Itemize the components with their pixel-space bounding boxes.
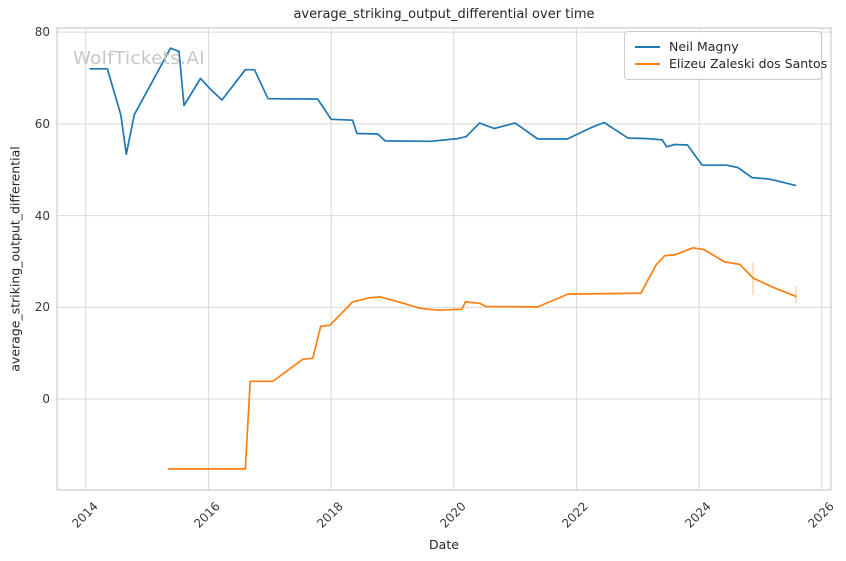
y-tick-label: 40 [34,208,50,223]
x-axis-label: Date [429,537,459,552]
series-line-1 [167,246,797,470]
legend-line-swatch-blue [635,45,660,48]
series-line-0 [89,47,797,187]
legend-line-swatch-orange [635,62,660,65]
y-tick-label: 0 [42,392,50,407]
legend-item-elizeu-zaleski: Elizeu Zaleski dos Santos [635,55,827,72]
legend: Neil Magny Elizeu Zaleski dos Santos [624,31,827,80]
legend-label: Neil Magny [669,39,739,54]
y-tick-label: 20 [34,300,50,315]
y-tick-label: 60 [34,116,50,131]
legend-item-neil-magny: Neil Magny [635,38,813,55]
y-axis-label: average_striking_output_differential [7,146,23,372]
watermark-text: WolfTickets.AI [73,48,206,69]
y-tick-label: 80 [34,25,50,40]
legend-label: Elizeu Zaleski dos Santos [669,56,828,71]
plot-border [56,27,832,491]
chart-title: average_striking_output_differential ove… [293,7,595,22]
